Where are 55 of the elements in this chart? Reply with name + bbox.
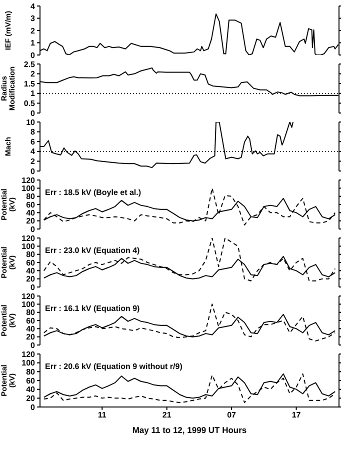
y-tick-label: 20	[26, 274, 36, 284]
y-tick-label: 100	[22, 242, 36, 252]
x-tick-label: 07	[227, 410, 237, 420]
y-tick-label: 2	[30, 26, 36, 36]
x-tick-label: 21	[162, 410, 172, 420]
x-axis-title: May 11 to 12, 1999 UT Hours	[132, 425, 247, 435]
y-tick-label: 0	[30, 340, 36, 350]
y-tick-label: 8	[30, 128, 36, 137]
y-tick-label: 40	[26, 266, 36, 276]
y-tick-label: 2	[30, 70, 36, 79]
annotation: Err : 20.6 kV (Equation 9 without r/9)	[45, 362, 182, 371]
y-tick-label: 1.5	[24, 79, 36, 88]
y-tick-label: 80	[26, 192, 36, 202]
y-tick-label: 80	[26, 368, 36, 377]
y-tick-label: 80	[26, 250, 36, 260]
y-tick-label: 60	[26, 258, 36, 268]
y-tick-label: 2	[30, 157, 36, 166]
y-tick-label: 1	[30, 38, 36, 48]
y-tick-label: 1	[30, 89, 36, 98]
y-tick-label: 120	[22, 350, 36, 359]
annotation: Err : 16.1 kV (Equation 9)	[45, 304, 140, 313]
x-tick-label: 11	[98, 410, 107, 420]
y-tick-label: 0	[30, 224, 36, 234]
y-tick-label: 20	[26, 216, 36, 226]
y-tick-label: 4	[30, 147, 36, 156]
y-tick-label: 6	[30, 137, 36, 146]
y-tick-label: 60	[26, 316, 36, 326]
y-tick-label: 100	[22, 300, 36, 310]
y-tick-label: 40	[26, 385, 36, 394]
y-tick-label: 40	[26, 324, 36, 334]
y-tick-label: 120	[22, 234, 36, 243]
annotation: Err : 23.0 kV (Equation 4)	[45, 246, 140, 255]
annotation: Err : 18.5 kV (Boyle et al.)	[45, 188, 142, 197]
y-tick-label: 100	[22, 358, 36, 368]
y-tick-label: 10	[26, 118, 36, 127]
y-tick-label: 20	[26, 394, 36, 404]
y-tick-label: 100	[22, 184, 36, 194]
y-tick-label: 3	[30, 14, 36, 24]
y-tick-label: 20	[26, 332, 36, 342]
y-tick-label: 80	[26, 308, 36, 318]
y-tick-label: 0	[30, 166, 36, 176]
y-tick-label: 0	[30, 108, 36, 118]
y-tick-label: 120	[22, 292, 36, 301]
y-tick-label: 0	[30, 402, 36, 412]
y-tick-label: 0.5	[24, 99, 36, 108]
line-series	[43, 238, 336, 282]
y-tick-label: 120	[22, 176, 36, 185]
y-tick-label: 2.5	[24, 60, 36, 69]
y-tick-label: 40	[26, 208, 36, 218]
y-tick-label: 0	[30, 50, 36, 60]
x-tick-label: 17	[292, 410, 302, 420]
y-tick-label: 60	[26, 376, 36, 386]
y-tick-label: 60	[26, 200, 36, 210]
y-tick-label: 0	[30, 282, 36, 292]
y-tick-label: 4	[30, 2, 36, 11]
